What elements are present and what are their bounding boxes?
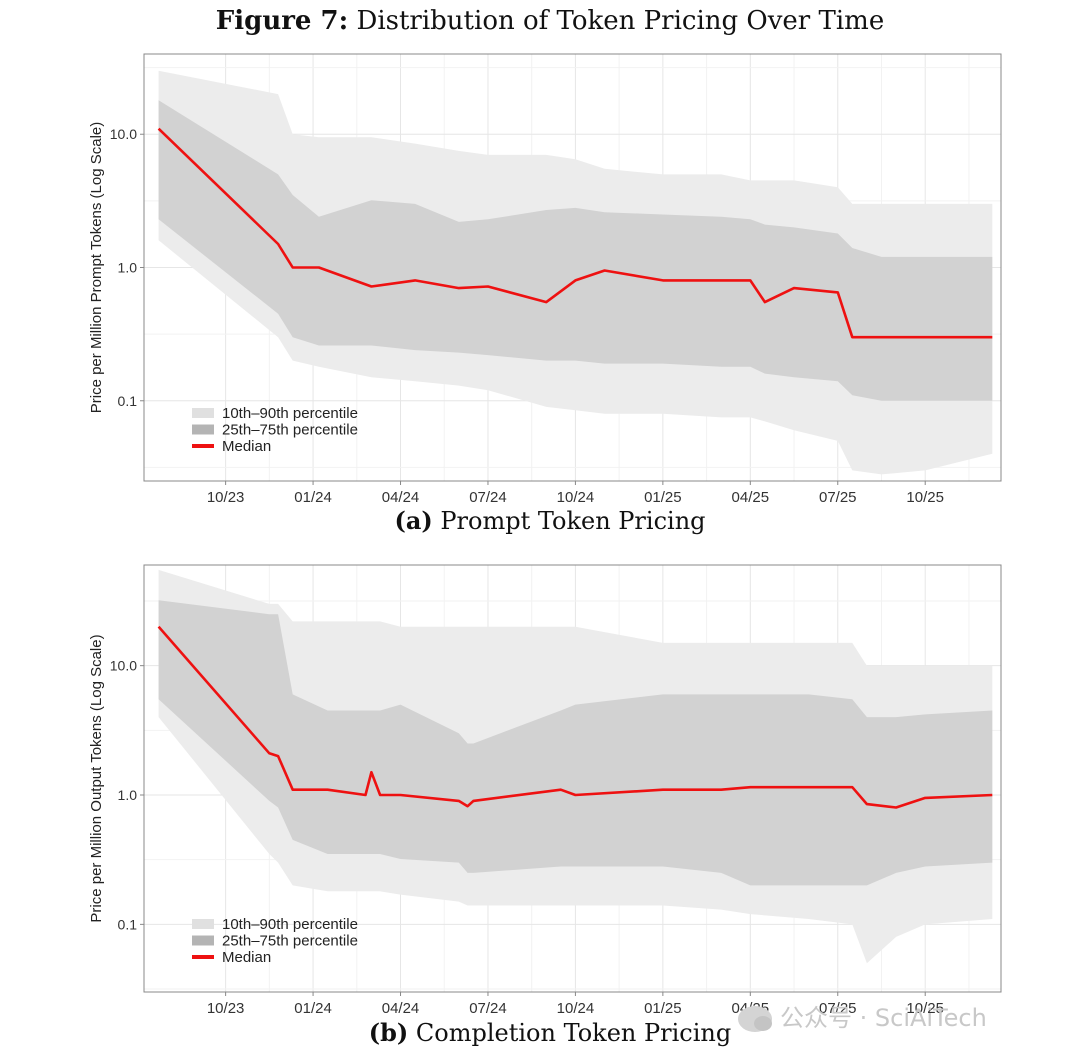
caption-prompt-label: (a) xyxy=(394,506,433,535)
completion-median-line xyxy=(157,625,993,809)
prompt-x-tick-label-0: 10/23 xyxy=(207,489,245,506)
prompt-legend-label-1: 25th–75th percentile xyxy=(222,422,358,439)
completion-x-tick-label-1: 01/24 xyxy=(294,1000,332,1017)
prompt-x-tick-label-7: 07/25 xyxy=(819,489,857,506)
completion-x-tick-label-5: 01/25 xyxy=(644,1000,682,1017)
completion-y-axis-label: Price per Million Output Tokens (Log Sca… xyxy=(88,634,105,922)
completion-x-tick-label-2: 04/24 xyxy=(382,1000,420,1017)
completion-legend-label-1: 25th–75th percentile xyxy=(222,933,358,950)
completion-x-tick-label-0: 10/23 xyxy=(207,1000,245,1017)
prompt-x-tick-label-2: 04/24 xyxy=(382,489,420,506)
wechat-icon xyxy=(738,1006,772,1032)
watermark: 公众号 · SciAiTech xyxy=(738,998,987,1033)
prompt-x-tick-label-3: 07/24 xyxy=(469,489,507,506)
prompt-legend-label-2: Median xyxy=(222,438,271,455)
prompt-legend-label-0: 10th–90th percentile xyxy=(222,405,358,422)
prompt-y-axis-label: Price per Million Prompt Tokens (Log Sca… xyxy=(88,122,105,414)
figure-label: Figure 7: xyxy=(215,6,349,36)
watermark-text: 公众号 · SciAiTech xyxy=(780,1004,987,1032)
prompt-median-line xyxy=(157,127,993,339)
caption-prompt-text: Prompt Token Pricing xyxy=(440,507,706,535)
completion-y-tick-label-0: 0.1 xyxy=(118,916,138,932)
prompt-y-tick-label-0: 0.1 xyxy=(118,393,138,409)
prompt-band-25-75 xyxy=(158,100,993,401)
prompt-y-tick-label-1: 1.0 xyxy=(118,260,138,276)
figure-title-text: Distribution of Token Pricing Over Time xyxy=(356,6,885,36)
completion-band-25-75 xyxy=(158,600,993,886)
caption-prompt: (a) Prompt Token Pricing xyxy=(0,506,1080,535)
completion-y-tick-label-2: 10.0 xyxy=(110,658,137,674)
completion-x-tick-label-7: 07/25 xyxy=(819,1000,857,1017)
figure-title: Figure 7: Distribution of Token Pricing … xyxy=(0,6,1080,36)
prompt-x-tick-label-4: 10/24 xyxy=(557,489,595,506)
prompt-x-tick-label-8: 10/25 xyxy=(906,489,944,506)
completion-x-tick-label-3: 07/24 xyxy=(469,1000,507,1017)
completion-legend-label-2: Median xyxy=(222,949,271,966)
completion-x-tick-label-4: 10/24 xyxy=(557,1000,595,1017)
caption-completion: (b) Completion Token Pricing xyxy=(0,1018,1080,1047)
prompt-x-tick-label-6: 04/25 xyxy=(732,489,770,506)
caption-completion-text: Completion Token Pricing xyxy=(415,1019,732,1047)
prompt-y-tick-label-2: 10.0 xyxy=(110,126,137,142)
prompt-x-tick-label-1: 01/24 xyxy=(294,489,332,506)
caption-completion-label: (b) xyxy=(368,1018,409,1047)
completion-plot-frame xyxy=(143,564,1002,993)
completion-y-tick-label-1: 1.0 xyxy=(118,787,138,803)
completion-x-tick-label-8: 10/25 xyxy=(906,1000,944,1017)
prompt-x-tick-label-5: 01/25 xyxy=(644,489,682,506)
completion-legend-label-0: 10th–90th percentile xyxy=(222,916,358,933)
